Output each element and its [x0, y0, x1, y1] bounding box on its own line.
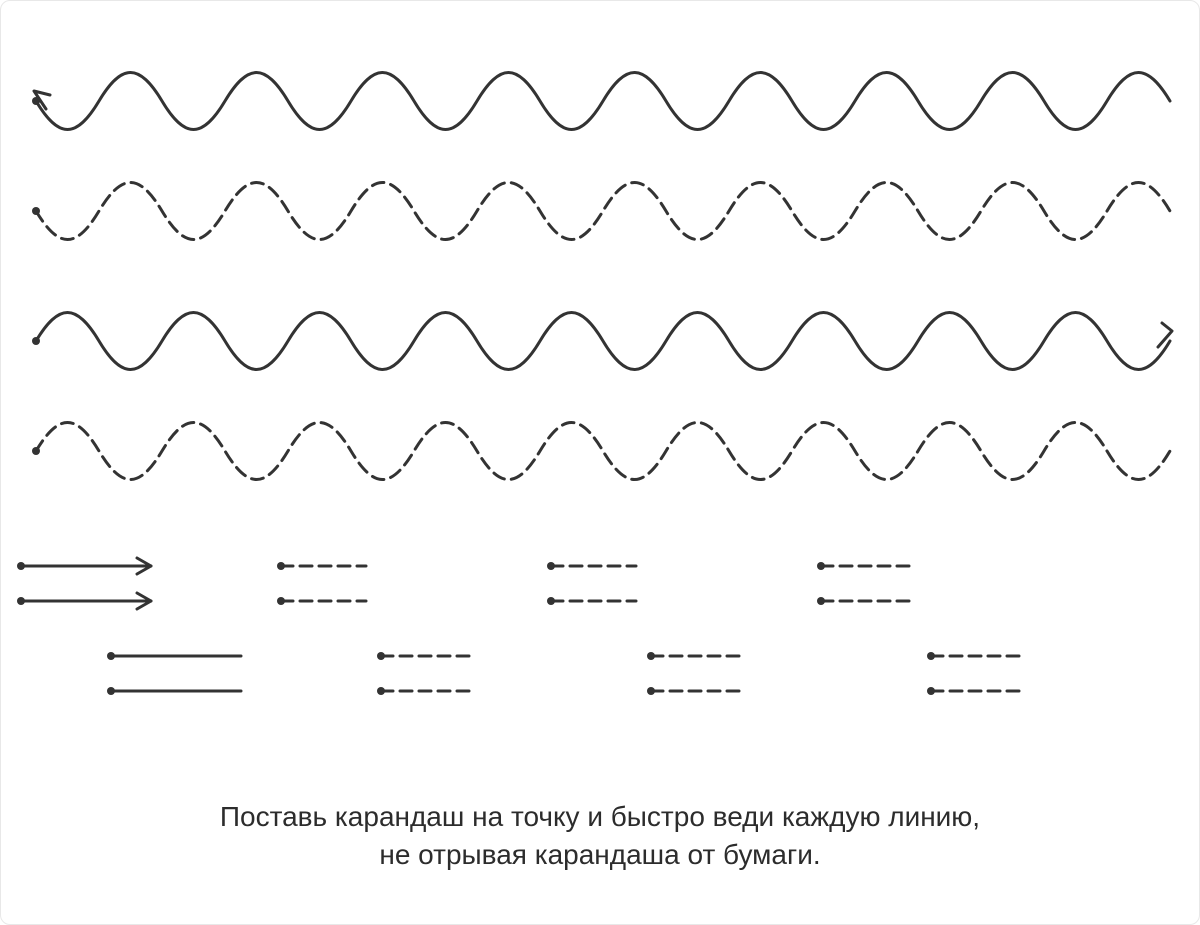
hline-start-dot — [277, 562, 285, 570]
wave-solid-3 — [36, 313, 1170, 370]
wave-start-dot — [32, 207, 40, 215]
hline-start-dot — [547, 597, 555, 605]
worksheet-page: Поставь карандаш на точку и быстро веди … — [0, 0, 1200, 925]
hline-start-dot — [17, 562, 25, 570]
hline-start-dot — [277, 597, 285, 605]
instruction-text: Поставь карандаш на точку и быстро веди … — [1, 798, 1199, 874]
instruction-line1: Поставь карандаш на точку и быстро веди … — [220, 801, 980, 832]
instruction-line2: не отрывая карандаша от бумаги. — [379, 839, 820, 870]
hline-start-dot — [647, 652, 655, 660]
tracing-worksheet-svg — [1, 1, 1200, 801]
hline-start-dot — [927, 687, 935, 695]
hline-start-dot — [107, 652, 115, 660]
hline-start-dot — [377, 687, 385, 695]
wave-solid-1 — [36, 73, 1170, 130]
hline-start-dot — [377, 652, 385, 660]
wave-start-dot — [32, 337, 40, 345]
hline-start-dot — [17, 597, 25, 605]
hline-start-dot — [547, 562, 555, 570]
wave-dashed-4 — [36, 423, 1170, 480]
hline-start-dot — [817, 597, 825, 605]
hline-start-dot — [927, 652, 935, 660]
hline-start-dot — [647, 687, 655, 695]
wave-start-dot — [32, 447, 40, 455]
hline-start-dot — [107, 687, 115, 695]
wave-dashed-2 — [36, 183, 1170, 240]
hline-start-dot — [817, 562, 825, 570]
